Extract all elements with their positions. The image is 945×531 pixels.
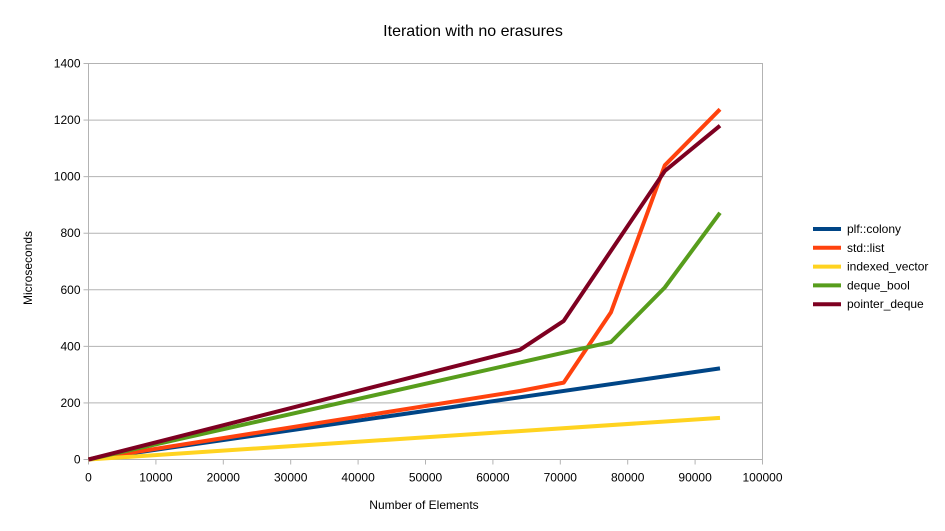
x-tick-label: 20000: [207, 471, 241, 485]
series-line-std-list: [88, 107, 722, 462]
x-tick-label: 80000: [611, 471, 645, 485]
chart-title: Iteration with no erasures: [383, 23, 563, 40]
x-tick-label: 30000: [274, 471, 308, 485]
y-tick-label: 0: [74, 453, 81, 467]
y-tick-labels: 0 200 400 600 800 1000 1200 1400: [54, 57, 81, 467]
y-tick-label: 1200: [54, 113, 81, 127]
x-tick-label: 70000: [544, 471, 578, 485]
series-line-deque-bool: [88, 211, 722, 462]
x-tick-label: 90000: [678, 471, 712, 485]
legend: plf::colonystd::listindexed_vectordeque_…: [813, 222, 928, 311]
x-tick-label: 100000: [742, 471, 782, 485]
legend-label-std-list: std::list: [847, 241, 885, 255]
y-axis-label: Microseconds: [21, 231, 35, 305]
x-axis-label: Number of Elements: [369, 498, 478, 512]
y-tick-label: 200: [60, 396, 80, 410]
y-tick-label: 800: [60, 226, 80, 240]
y-tick-label: 1400: [54, 57, 81, 71]
legend-label-indexed-vector: indexed_vector: [847, 260, 928, 274]
y-tick-label: 600: [60, 283, 80, 297]
x-tick-label: 0: [85, 471, 92, 485]
series-line-pointer-deque: [88, 124, 722, 462]
y-tick-label: 1000: [54, 170, 81, 184]
series-lines: [88, 107, 722, 462]
x-tick-label: 50000: [409, 471, 443, 485]
legend-label-deque-bool: deque_bool: [847, 278, 910, 292]
legend-label-plf-colony: plf::colony: [847, 222, 901, 236]
legend-label-pointer-deque: pointer_deque: [847, 297, 924, 311]
x-tick-labels: 0 10000 20000 30000 40000 50000 60000 70000 8000…: [85, 471, 783, 485]
grid: [83, 63, 763, 465]
series-line-indexed-vector: [88, 415, 721, 462]
x-tick-label: 60000: [476, 471, 510, 485]
plot-area-border: [88, 63, 763, 460]
y-tick-label: 400: [60, 339, 80, 353]
x-tick-label: 40000: [341, 471, 375, 485]
x-tick-label: 10000: [139, 471, 173, 485]
